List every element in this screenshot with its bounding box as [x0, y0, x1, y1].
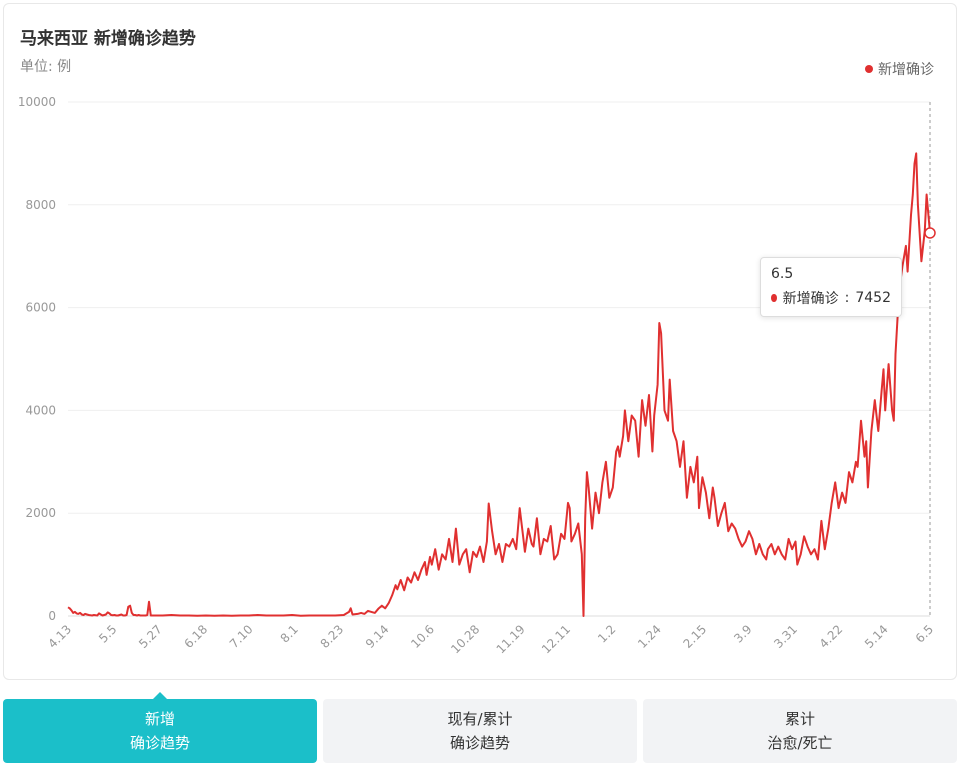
x-tick-label: 11.19	[494, 622, 528, 656]
x-tick-label: 4.22	[817, 622, 846, 651]
tooltip-value: 7452	[855, 290, 891, 306]
x-tick-label: 5.5	[96, 622, 119, 645]
y-tick-label: 6000	[25, 301, 56, 315]
tooltip-date: 6.5	[771, 266, 794, 282]
tab-line-2: 确诊趋势	[449, 734, 510, 752]
x-tick-label: 10.6	[408, 622, 437, 651]
x-tick-label: 5.27	[136, 622, 165, 651]
chart-card: 马来西亚 新增确诊趋势 单位: 例 新增确诊	[3, 3, 957, 680]
tooltip-colon: :	[844, 290, 850, 306]
x-tick-label: 8.23	[318, 622, 347, 651]
gridlines	[68, 101, 930, 617]
tooltip-row: 新增确诊: 7452	[771, 288, 891, 308]
tooltip: 6.5 新增确诊: 7452	[760, 257, 902, 317]
y-tick-label: 4000	[25, 403, 56, 417]
x-tick-label: 4.13	[45, 622, 74, 651]
tab-new-confirmed-trend[interactable]: 新增 确诊趋势	[3, 692, 317, 763]
series-line-new-confirmed[interactable]	[67, 152, 931, 617]
x-tick-label: 12.11	[539, 622, 573, 656]
y-axis-ticks: 0 2000 4000 6000 8000 10000	[18, 95, 56, 623]
unit-label: 单位: 例	[20, 59, 72, 75]
tooltip-series-label: 新增确诊	[782, 291, 839, 307]
tab-line-2: 治愈/死亡	[767, 734, 833, 752]
x-tick-label: 1.2	[595, 622, 618, 645]
x-tick-label: 3.9	[731, 622, 754, 645]
line-chart[interactable]: 0 2000 4000 6000 8000 10000 4.13 5.5 5.27 6.18 7.…	[0, 0, 960, 680]
x-tick-label: 10.28	[448, 622, 482, 656]
x-tick-label: 6.18	[181, 622, 210, 651]
hover-point[interactable]	[924, 227, 936, 239]
x-tick-label: 1.24	[635, 622, 664, 651]
y-tick-label: 2000	[25, 506, 56, 520]
x-tick-label: 6.5	[913, 622, 936, 645]
x-axis-ticks: 4.13 5.5 5.27 6.18 7.10 8.1 8.23 9.14 10.6 10.28 1…	[45, 622, 936, 656]
legend[interactable]: 新增确诊	[865, 59, 934, 79]
tab-line-1: 新增	[144, 710, 175, 728]
tab-cumulative-recovered-deaths[interactable]: 累计 治愈/死亡	[643, 699, 957, 763]
tab-current-cumulative-trend[interactable]: 现有/累计 确诊趋势	[323, 699, 637, 763]
x-tick-label: 3.31	[771, 622, 800, 651]
y-tick-label: 10000	[18, 95, 56, 109]
tab-line-2: 确诊趋势	[129, 734, 190, 752]
tab-line-1: 累计	[784, 710, 815, 728]
x-tick-label: 7.10	[227, 622, 256, 651]
legend-label: 新增确诊	[878, 62, 934, 78]
x-tick-label: 2.15	[680, 622, 709, 651]
x-tick-label: 9.14	[363, 622, 392, 651]
tab-line-1: 现有/累计	[447, 710, 513, 728]
tooltip-marker	[771, 294, 777, 302]
y-tick-label: 8000	[25, 198, 56, 212]
legend-marker	[865, 65, 873, 73]
chart-title: 马来西亚 新增确诊趋势	[20, 29, 196, 49]
x-tick-label: 8.1	[278, 622, 301, 645]
y-tick-label: 0	[48, 609, 56, 623]
x-tick-label: 5.14	[862, 622, 891, 651]
tab-bar: 新增 确诊趋势 现有/累计 确诊趋势 累计 治愈/死亡	[3, 692, 957, 763]
